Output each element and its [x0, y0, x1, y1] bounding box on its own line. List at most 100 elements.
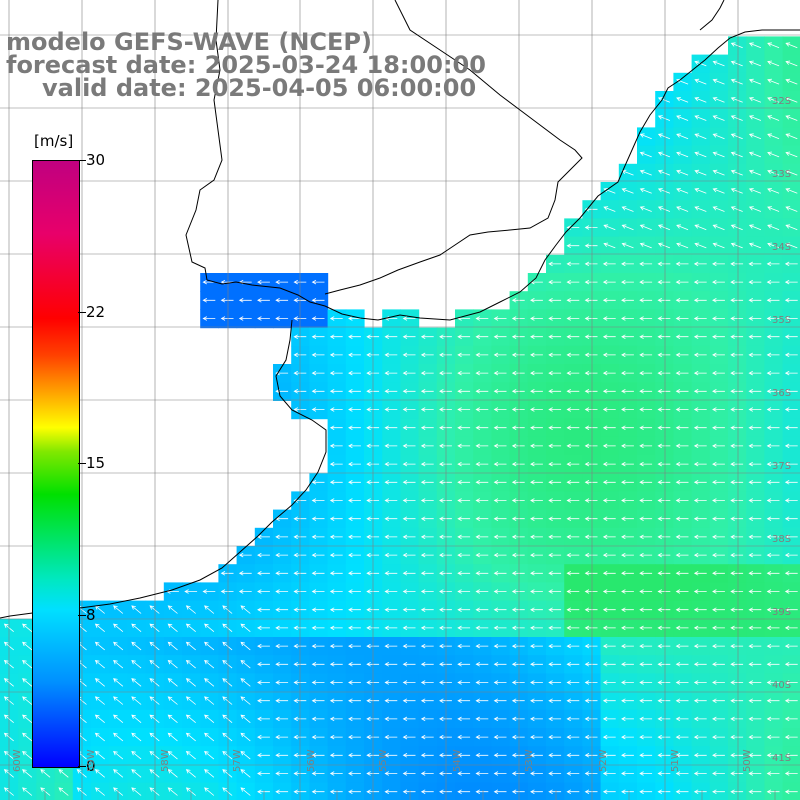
- wind-arrow: [275, 298, 289, 303]
- wind-arrow: [402, 589, 416, 594]
- wind-arrow: [712, 789, 725, 794]
- wind-arrow: [675, 552, 689, 558]
- wind-arrow: [584, 480, 598, 485]
- wind-arrow: [311, 571, 325, 576]
- wind-arrow: [475, 698, 489, 703]
- wind-arrow: [185, 641, 196, 651]
- wind-arrow: [639, 571, 653, 576]
- wind-arrow: [475, 571, 489, 576]
- wind-arrow: [311, 316, 325, 321]
- wind-arrow: [712, 461, 725, 467]
- wind-arrow: [766, 389, 780, 394]
- wind-arrow: [639, 589, 653, 594]
- wind-arrow: [602, 334, 616, 339]
- wind-arrow: [657, 316, 671, 321]
- wind-arrow: [240, 678, 251, 687]
- wind-arrow: [766, 680, 780, 685]
- wind-arrow: [784, 734, 798, 740]
- wind-cell: [782, 218, 800, 238]
- wind-arrow: [693, 698, 707, 703]
- wind-arrow: [621, 607, 634, 612]
- wind-arrow: [712, 60, 725, 67]
- wind-arrow: [712, 625, 725, 631]
- wind-arrow: [329, 534, 343, 540]
- wind-arrow: [602, 480, 616, 485]
- wind-arrow: [621, 316, 634, 321]
- wind-cell: [782, 145, 800, 165]
- wind-arrow: [311, 534, 325, 540]
- wind-arrow: [311, 789, 325, 794]
- wind-arrow: [621, 571, 634, 576]
- wind-arrow: [238, 316, 252, 321]
- wind-arrow: [784, 753, 798, 758]
- wind-arrow: [257, 279, 270, 285]
- wind-arrow: [348, 716, 361, 722]
- wind-arrow: [311, 625, 325, 631]
- valid-date: valid date: 2025-04-05 06:00:00: [42, 74, 477, 102]
- wind-cell: [782, 200, 800, 219]
- wind-arrow: [113, 714, 124, 724]
- colorbar-label: 22: [86, 303, 106, 321]
- wind-arrow: [766, 789, 780, 794]
- wind-arrow: [311, 389, 325, 394]
- wind-arrow: [402, 370, 416, 376]
- wind-arrow: [712, 188, 725, 194]
- colorbar-unit: [m/s]: [34, 132, 74, 150]
- wind-arrow: [257, 534, 270, 540]
- wind-arrow: [621, 224, 634, 231]
- wind-arrow: [584, 425, 598, 430]
- wind-arrow: [785, 42, 798, 49]
- wind-arrow: [766, 734, 780, 740]
- wind-arrow: [657, 680, 671, 685]
- wind-arrow: [204, 605, 215, 614]
- wind-arrow: [602, 662, 616, 667]
- wind-arrow: [639, 224, 652, 231]
- wind-arrow: [493, 407, 507, 412]
- wind-arrow: [113, 659, 124, 669]
- wind-arrow: [348, 625, 361, 631]
- wind-arrow: [384, 425, 398, 430]
- wind-arrow: [712, 97, 725, 103]
- wind-arrow: [784, 571, 798, 576]
- wind-arrow: [784, 370, 798, 376]
- lat-label: 37S: [772, 461, 792, 472]
- wind-arrow: [222, 678, 233, 687]
- wind-arrow: [348, 680, 361, 685]
- wind-arrow: [566, 425, 580, 430]
- wind-arrow: [493, 571, 507, 576]
- wind-arrow: [639, 643, 653, 649]
- wind-arrow: [693, 370, 707, 376]
- wind-arrow: [257, 316, 270, 321]
- wind-arrow: [657, 498, 671, 503]
- wind-arrow: [712, 480, 725, 485]
- wind-arrow: [693, 734, 707, 740]
- wind-arrow: [675, 571, 689, 576]
- wind-arrow: [204, 787, 215, 796]
- wind-arrow: [475, 680, 489, 685]
- wind-arrow: [675, 443, 689, 449]
- wind-arrow: [113, 605, 124, 614]
- wind-arrow: [657, 589, 671, 594]
- wind-arrow: [275, 734, 289, 740]
- wind-arrow: [730, 407, 744, 412]
- wind-arrow: [257, 771, 270, 776]
- wind-arrow: [94, 732, 105, 742]
- wind-arrow: [402, 407, 416, 412]
- wind-arrow: [222, 659, 233, 669]
- wind-arrow: [113, 787, 124, 796]
- wind-arrow: [730, 625, 744, 631]
- wind-arrow: [639, 516, 653, 521]
- wind-arrow: [493, 607, 507, 612]
- wind-arrow: [420, 498, 434, 503]
- wind-arrow: [384, 589, 398, 594]
- wind-arrow: [348, 407, 361, 412]
- wind-cell: [782, 36, 800, 56]
- wind-arrow: [766, 698, 780, 703]
- wind-arrow: [348, 571, 361, 576]
- wind-arrow: [730, 169, 743, 176]
- wind-arrow: [457, 407, 471, 412]
- wind-arrow: [748, 151, 762, 158]
- wind-arrow: [584, 571, 598, 576]
- wind-arrow: [275, 643, 289, 649]
- wind-arrow: [748, 206, 762, 212]
